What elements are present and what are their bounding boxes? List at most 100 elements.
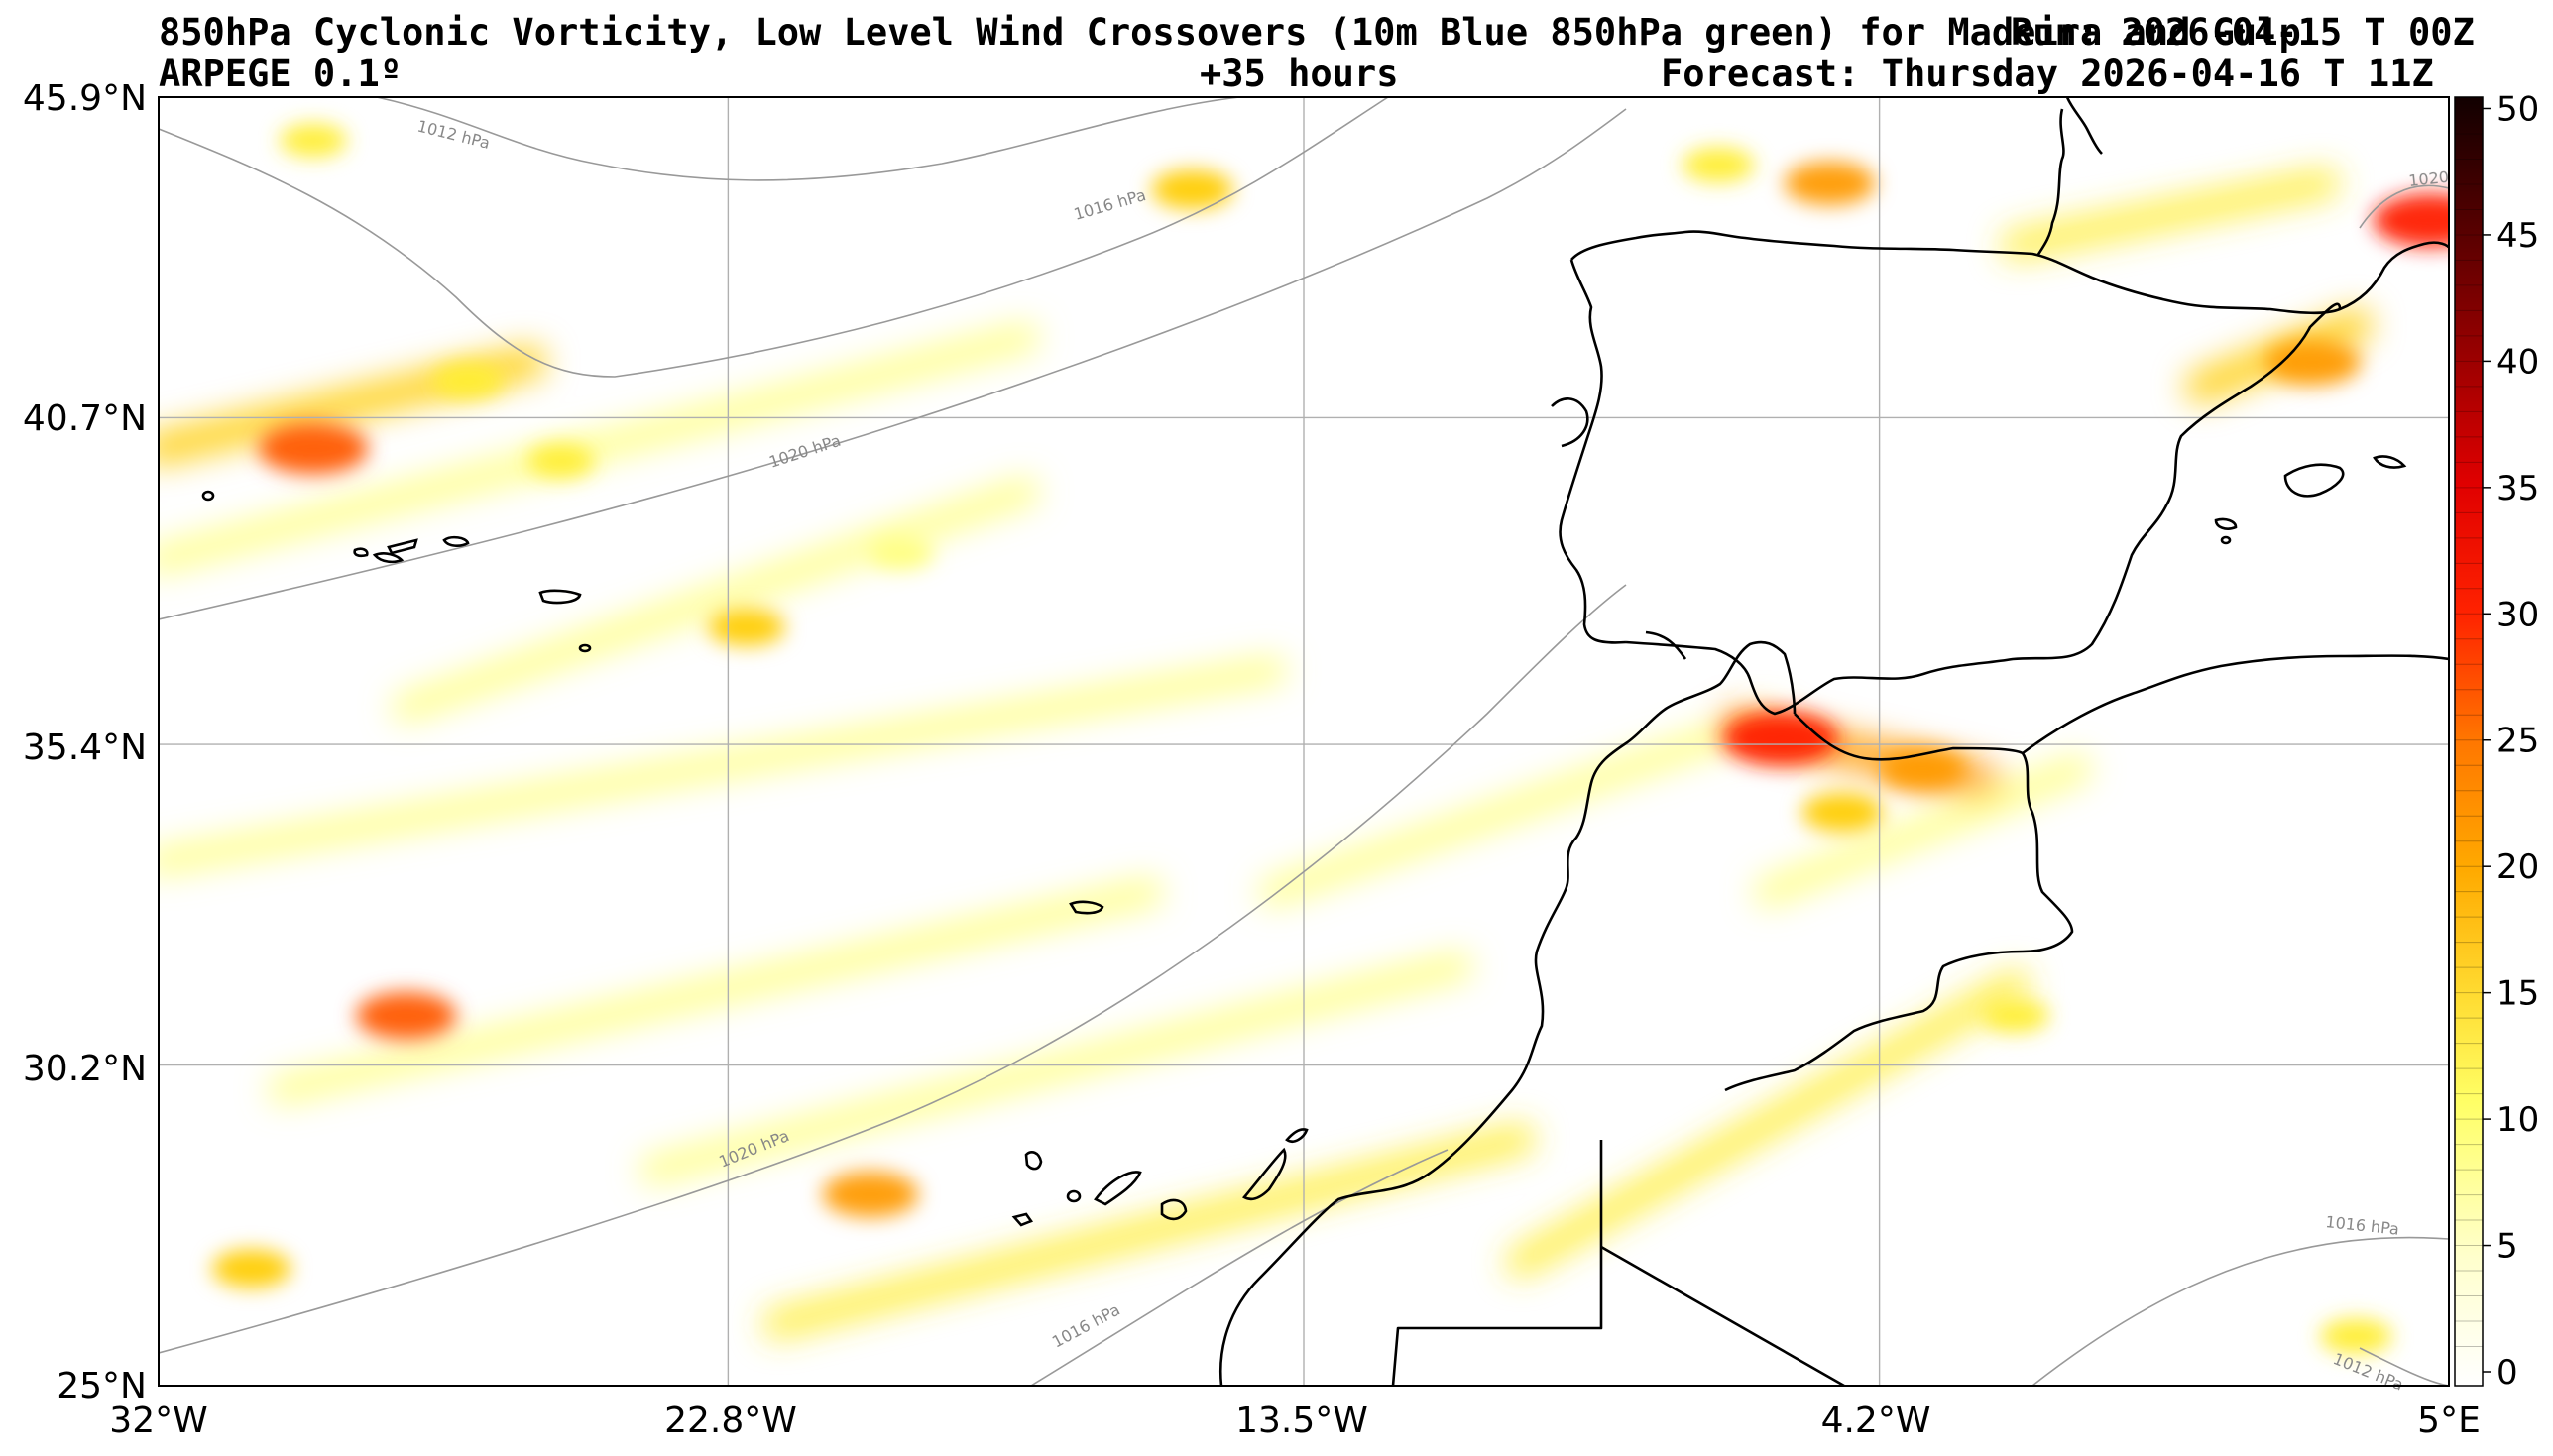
balearic-island xyxy=(2220,535,2232,545)
isobar-1020-north xyxy=(159,108,1627,620)
azores-island xyxy=(442,535,470,547)
lon-label: 5°E xyxy=(2417,1400,2481,1441)
colorbar-tick-label: 15 xyxy=(2496,974,2539,1014)
lat-label: 40.7°N xyxy=(23,398,147,439)
canary-island xyxy=(1285,1128,1309,1143)
longitude-labels: 32°W 22.8°W 13.5°W 4.2°W 5°E xyxy=(109,1400,2481,1441)
vorticity-blob xyxy=(822,1172,919,1218)
vorticity-blob xyxy=(708,608,785,646)
lat-label: 35.4°N xyxy=(23,728,147,768)
colorbar-tick-label: 20 xyxy=(2496,847,2539,887)
isobar-1012-north xyxy=(376,97,1240,181)
isobar-1020-ne xyxy=(2359,184,2449,229)
gridlines xyxy=(159,97,2449,1386)
western-sahara-border xyxy=(1391,1140,1603,1386)
isobar-1016-se xyxy=(2031,1236,2449,1386)
balearic-island xyxy=(2214,517,2238,530)
lon-label: 22.8°W xyxy=(664,1400,797,1441)
vorticity-blob xyxy=(431,363,505,399)
canary-island xyxy=(1011,1212,1034,1227)
balearic-island xyxy=(2283,463,2345,498)
iberia-east-coast xyxy=(1625,302,2342,716)
vorticity-blob xyxy=(258,422,369,475)
vorticity-band xyxy=(1505,969,2031,1278)
brittany-coast xyxy=(2065,97,2103,155)
vorticity-blob xyxy=(869,536,934,570)
colorbar-tick-label: 10 xyxy=(2496,1100,2539,1140)
colorbar-ticks: 0 5 10 15 20 25 30 35 40 45 50 xyxy=(2483,89,2539,1393)
vorticity-blob xyxy=(1151,169,1233,210)
azores-island xyxy=(538,589,582,605)
vorticity-blob xyxy=(2264,339,2362,386)
vorticity-blob xyxy=(1800,792,1884,833)
azores-island xyxy=(353,547,369,558)
algeria-coast xyxy=(2022,654,2449,755)
canary-island xyxy=(1094,1171,1142,1206)
canary-island xyxy=(1160,1198,1188,1221)
vorticity-band xyxy=(159,656,1287,876)
vorticity-band xyxy=(268,877,1164,1105)
isobar-1020-south xyxy=(159,584,1627,1354)
france-coast xyxy=(2035,108,2065,257)
vorticity-blob xyxy=(1682,147,1755,183)
vorticity-blob xyxy=(2319,1318,2392,1355)
vorticity-layer xyxy=(159,123,2449,1355)
canary-island xyxy=(1242,1147,1287,1201)
isobar-1012-se xyxy=(2359,1347,2449,1386)
vorticity-blob xyxy=(280,123,348,158)
model-label: ARPEGE 0.1º xyxy=(159,53,403,95)
lat-label: 30.2°N xyxy=(23,1049,147,1089)
balearic-island xyxy=(2373,455,2407,469)
chart-title: 850hPa Cyclonic Vorticity, Low Level Win… xyxy=(159,11,2301,54)
iberia-west-coast xyxy=(1559,259,1627,644)
colorbar-tick-label: 25 xyxy=(2496,722,2539,761)
colorbar-tick-label: 35 xyxy=(2496,469,2539,508)
vorticity-band xyxy=(1258,706,1783,907)
vorticity-band xyxy=(761,1123,1536,1340)
azores-island xyxy=(372,552,405,564)
vorticity-band xyxy=(159,322,1040,575)
run-time-label: Run: 2026-04-15 T 00Z xyxy=(2011,11,2475,54)
morocco-atlantic-coast xyxy=(1219,640,1797,1386)
vorticity-blob xyxy=(211,1249,291,1288)
vorticity-blob xyxy=(1981,998,2049,1033)
vorticity-blob xyxy=(1722,711,1838,765)
colorbar-gradient xyxy=(2454,96,2484,1387)
canary-island xyxy=(1024,1151,1043,1171)
mauritania-border xyxy=(1600,1245,1845,1386)
lon-label: 13.5°W xyxy=(1235,1400,1368,1441)
islands xyxy=(201,455,2407,1227)
forecast-time-label: Forecast: Thursday 2026-04-16 T 11Z xyxy=(1661,53,2434,95)
coastlines xyxy=(1219,97,2449,1386)
latitude-labels: 45.9°N 40.7°N 35.4°N 30.2°N 25°N xyxy=(23,78,147,1406)
vorticity-blob xyxy=(1784,162,1876,206)
vorticity-blob xyxy=(2373,193,2449,248)
colorbar-tick-label: 45 xyxy=(2496,216,2539,256)
colorbar-tick-label: 5 xyxy=(2496,1227,2518,1267)
vorticity-blob xyxy=(355,991,457,1040)
vorticity-band xyxy=(1753,754,2093,907)
vorticity-band xyxy=(2000,168,2341,261)
lead-time-label: +35 hours xyxy=(1200,53,1399,95)
colorbar-tick-label: 0 xyxy=(2496,1353,2518,1393)
madeira-island xyxy=(1069,900,1104,915)
vorticity-blob xyxy=(526,443,595,478)
lon-label: 32°W xyxy=(109,1400,207,1441)
colorbar-tick-label: 40 xyxy=(2496,342,2539,382)
colorbar-tick-label: 50 xyxy=(2496,89,2539,129)
vorticity-bands xyxy=(159,168,2373,1340)
plot-frame xyxy=(158,96,2450,1387)
lat-label: 45.9°N xyxy=(23,78,147,119)
vorticity-band xyxy=(638,952,1473,1184)
vorticity-blobs xyxy=(211,123,2449,1355)
colorbar-level-lines xyxy=(2455,133,2483,1348)
iberia-north-coast xyxy=(1570,230,2449,315)
colorbar-tick-label: 30 xyxy=(2496,595,2539,634)
isobars xyxy=(159,97,2449,1386)
gibraltar-strait xyxy=(1645,630,1687,660)
algeria-border xyxy=(1724,713,2074,1092)
lat-label: 25°N xyxy=(57,1366,147,1406)
azores-island xyxy=(387,538,418,555)
